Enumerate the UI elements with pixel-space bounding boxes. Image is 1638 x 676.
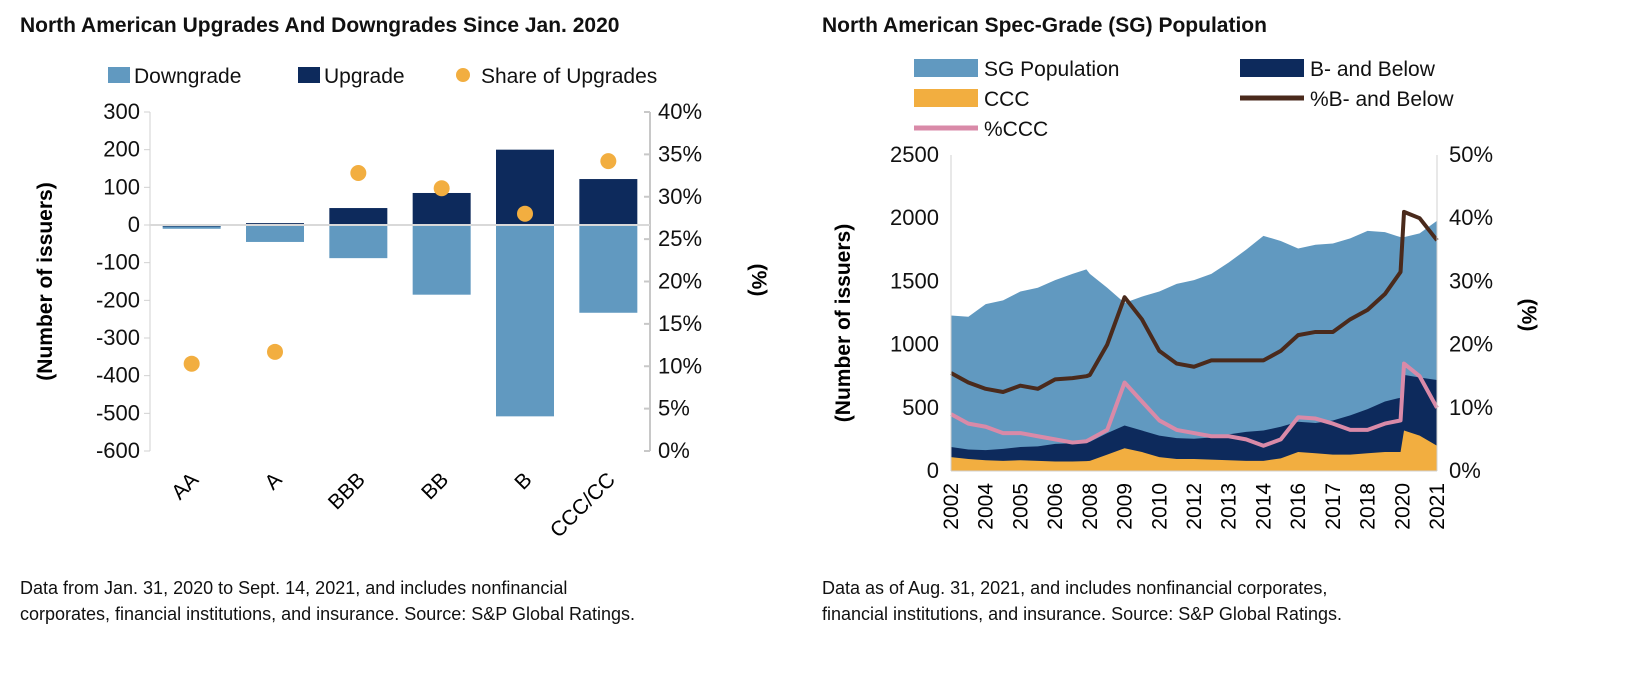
- y-tick-label: 2500: [890, 142, 939, 167]
- y-tick-label: 0: [128, 212, 140, 237]
- right-chart-title: North American Spec-Grade (SG) Populatio…: [822, 14, 1267, 37]
- y-tick-label: -600: [96, 438, 140, 463]
- share-of-upgrades-point: [600, 153, 617, 170]
- y2-tick-label: 10%: [1449, 395, 1493, 420]
- y-tick-label: 300: [103, 99, 140, 124]
- x-tick-label: 2021: [1426, 483, 1449, 530]
- y-tick-label: 2000: [890, 205, 939, 230]
- y2-tick-label: 20%: [658, 269, 702, 294]
- downgrade-bar: [579, 225, 638, 313]
- y-tick-label: 200: [103, 137, 140, 162]
- y-tick-label: 0: [927, 458, 939, 483]
- legend-label: %B- and Below: [1310, 88, 1454, 111]
- x-tick-label: 2006: [1044, 483, 1067, 530]
- category-label: B: [510, 468, 536, 494]
- upgrade-bar: [579, 179, 638, 225]
- y-tick-label: 500: [902, 395, 939, 420]
- legend-marker: [456, 68, 470, 82]
- y-tick-label: 1500: [890, 268, 939, 293]
- y2-axis-label: (%): [747, 264, 770, 297]
- upgrade-bar: [412, 192, 471, 225]
- y2-tick-label: 30%: [658, 184, 702, 209]
- y-axis-label: (Number of issuers): [832, 224, 855, 422]
- y2-tick-label: 40%: [658, 99, 702, 124]
- share-of-upgrades-point: [183, 355, 200, 372]
- y-tick-label: -500: [96, 400, 140, 425]
- line--ccc: [950, 361, 1439, 448]
- legend-label: %CCC: [984, 118, 1048, 141]
- x-tick-label: 2002: [940, 483, 963, 530]
- right-chart-note: Data as of Aug. 31, 2021, and includes n…: [822, 575, 1342, 627]
- legend-label: B- and Below: [1310, 58, 1436, 81]
- y-tick-label: 100: [103, 174, 140, 199]
- category-label: CCC/CC: [546, 468, 620, 542]
- share-of-upgrades-point: [267, 343, 283, 360]
- x-tick-label: 2017: [1322, 483, 1345, 530]
- y2-tick-label: 0%: [658, 438, 690, 463]
- downgrade-bar: [412, 225, 471, 295]
- x-tick-label: 2014: [1252, 483, 1275, 530]
- x-tick-label: 2013: [1218, 483, 1241, 530]
- x-tick-label: 2004: [975, 483, 998, 530]
- downgrade-bar: [162, 225, 221, 229]
- note-line: Data from Jan. 31, 2020 to Sept. 14, 202…: [20, 578, 568, 598]
- y2-axis-label: (%): [1517, 299, 1540, 332]
- legend-swatch: [914, 89, 978, 107]
- y2-tick-label: 20%: [1449, 332, 1493, 357]
- area-ccc: [951, 430, 1437, 471]
- y-tick-label: -300: [96, 325, 140, 350]
- y2-tick-label: 35%: [658, 141, 702, 166]
- note-line: financial institutions, and insurance. S…: [822, 604, 1342, 624]
- category-label: AA: [167, 468, 203, 504]
- y-tick-label: -400: [96, 363, 140, 388]
- category-label: BB: [417, 468, 453, 504]
- legend-swatch: [914, 59, 978, 77]
- note-line: Data as of Aug. 31, 2021, and includes n…: [822, 578, 1328, 598]
- x-tick-label: 2008: [1079, 483, 1102, 530]
- x-tick-label: 2009: [1114, 483, 1137, 530]
- y2-tick-label: 15%: [658, 311, 702, 336]
- y-tick-label: 1000: [890, 332, 939, 357]
- x-tick-label: 2005: [1009, 483, 1032, 530]
- x-tick-label: 2016: [1287, 483, 1310, 530]
- share-of-upgrades-point: [433, 180, 450, 197]
- y-tick-label: -200: [96, 287, 140, 312]
- legend-label: CCC: [984, 88, 1030, 111]
- legend-label: Share of Upgrades: [481, 65, 657, 88]
- downgrade-bar: [496, 225, 554, 417]
- y-tick-label: -100: [96, 250, 140, 275]
- note-line: corporates, financial institutions, and …: [20, 604, 636, 624]
- legend-label: Downgrade: [134, 65, 241, 88]
- x-tick-label: 2012: [1183, 483, 1206, 530]
- share-of-upgrades-point: [350, 165, 367, 182]
- legend-label: Upgrade: [324, 65, 405, 88]
- category-label: A: [260, 468, 286, 494]
- upgrade-bar: [329, 208, 388, 225]
- x-tick-label: 2010: [1148, 483, 1171, 530]
- downgrade-bar: [246, 225, 304, 242]
- legend-swatch: [1240, 59, 1304, 77]
- y2-tick-label: 0%: [1449, 458, 1481, 483]
- line--b-and-below: [950, 209, 1439, 394]
- y2-tick-label: 50%: [1449, 142, 1493, 167]
- y2-tick-label: 30%: [1449, 268, 1493, 293]
- y2-tick-label: 10%: [658, 353, 702, 378]
- y2-tick-label: 5%: [658, 396, 690, 421]
- y2-tick-label: 40%: [1449, 205, 1493, 230]
- x-tick-label: 2020: [1391, 483, 1414, 530]
- category-label: BBB: [324, 468, 370, 514]
- area-sg-population: [951, 220, 1437, 471]
- downgrade-bar: [329, 225, 388, 259]
- legend-swatch: [298, 67, 320, 83]
- y-axis-label: (Number of issuers): [34, 182, 57, 380]
- legend-label: SG Population: [984, 58, 1119, 81]
- area-b-and-below: [951, 374, 1437, 471]
- x-tick-label: 2018: [1357, 483, 1380, 530]
- left-chart-note: Data from Jan. 31, 2020 to Sept. 14, 202…: [20, 575, 635, 627]
- legend-swatch: [108, 67, 130, 83]
- left-chart-title: North American Upgrades And Downgrades S…: [20, 14, 620, 37]
- share-of-upgrades-point: [517, 205, 533, 222]
- y2-tick-label: 25%: [658, 226, 702, 251]
